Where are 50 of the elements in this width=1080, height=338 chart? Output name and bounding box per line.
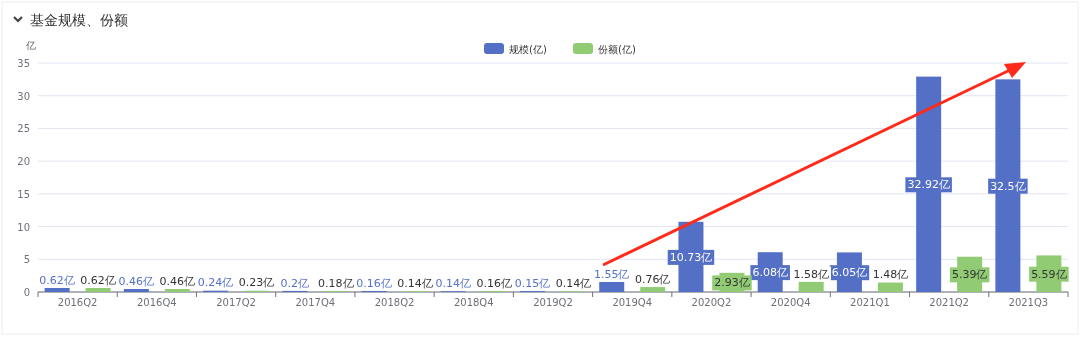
data-label: 1.55亿 xyxy=(593,267,630,281)
y-tick-label: 15 xyxy=(17,188,30,200)
y-tick-label: 30 xyxy=(17,90,30,102)
x-tick-label: 2016Q4 xyxy=(137,297,177,308)
y-tick-label: 0 xyxy=(23,287,30,298)
data-label: 0.14亿 xyxy=(435,277,472,291)
x-tick-label: 2021Q1 xyxy=(850,297,890,308)
x-tick-label: 2016Q2 xyxy=(57,297,98,308)
chart-title: 基金规模、份额 xyxy=(30,12,128,28)
data-label: 0.46亿 xyxy=(118,274,155,288)
data-label: 1.58亿 xyxy=(793,267,829,281)
data-label: 5.59亿 xyxy=(1031,267,1067,281)
x-tick-label: 2018Q2 xyxy=(374,297,415,308)
data-label: 6.08亿 xyxy=(752,266,788,280)
data-label: 0.16亿 xyxy=(356,276,392,290)
data-label: 0.14亿 xyxy=(397,277,433,291)
data-label: 5.39亿 xyxy=(951,268,988,282)
data-label: 0.14亿 xyxy=(555,277,592,291)
data-label: 0.76亿 xyxy=(634,273,671,287)
y-tick-label: 10 xyxy=(17,221,30,233)
legend-label: 份额(亿) xyxy=(598,44,636,55)
x-tick-label: 2019Q4 xyxy=(612,297,653,308)
x-tick-label: 2021Q2 xyxy=(929,297,969,308)
legend-label: 规模(亿) xyxy=(509,44,547,55)
data-label: 32.5亿 xyxy=(990,179,1026,193)
x-tick-label: 2019Q2 xyxy=(533,297,573,308)
data-label: 6.05亿 xyxy=(831,266,868,280)
y-tick-label: 5 xyxy=(23,254,30,266)
x-tick-label: 2018Q4 xyxy=(453,297,494,308)
data-label: 0.23亿 xyxy=(238,276,275,290)
data-label: 0.15亿 xyxy=(514,277,551,291)
data-label: 0.62亿 xyxy=(80,273,116,287)
x-tick-label: 2020Q4 xyxy=(770,297,811,308)
data-label: 0.2亿 xyxy=(280,276,310,290)
x-tick-label: 2021Q3 xyxy=(1008,297,1049,308)
data-label: 32.92亿 xyxy=(907,178,950,192)
y-tick-label: 35 xyxy=(17,58,30,69)
data-label: 0.16亿 xyxy=(476,276,513,290)
data-label: 1.48亿 xyxy=(872,268,909,282)
y-axis-title: 亿 xyxy=(25,40,36,51)
x-tick-label: 2017Q2 xyxy=(216,297,256,308)
data-label: 0.46亿 xyxy=(159,274,196,288)
data-label: 0.24亿 xyxy=(197,276,234,290)
y-tick-label: 20 xyxy=(17,156,30,168)
data-label: 0.18亿 xyxy=(318,276,354,290)
x-tick-label: 2020Q2 xyxy=(691,297,732,308)
x-tick-label: 2017Q4 xyxy=(295,297,336,308)
data-label: 0.62亿 xyxy=(39,273,75,287)
data-label: 10.73亿 xyxy=(669,250,713,264)
y-tick-label: 25 xyxy=(17,123,30,135)
